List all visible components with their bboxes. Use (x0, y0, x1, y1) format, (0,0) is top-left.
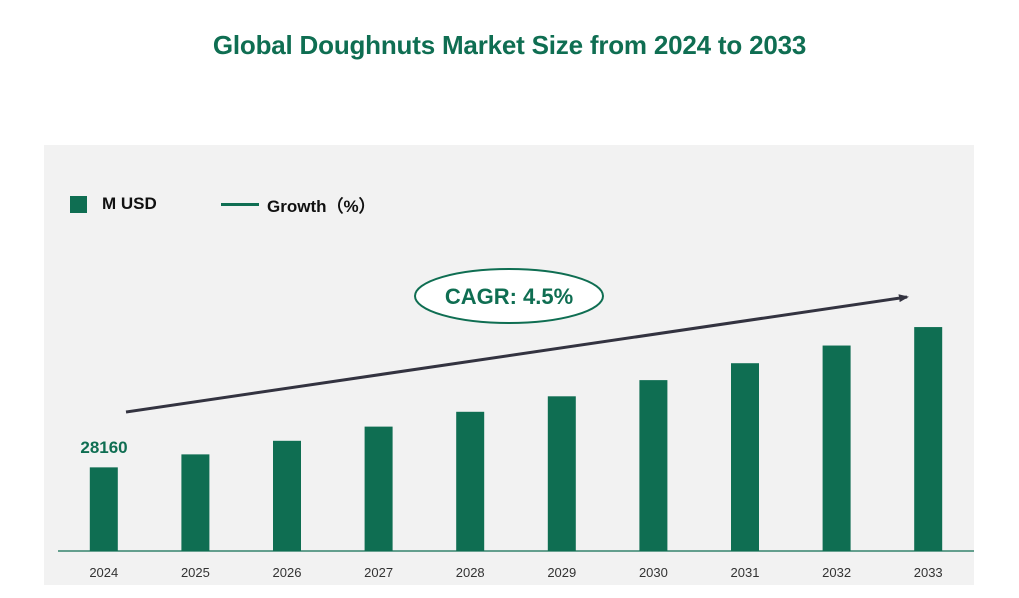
x-tick-2031: 2031 (731, 565, 760, 580)
legend-item-m-usd: M USD (70, 192, 157, 216)
x-tick-2024: 2024 (89, 565, 118, 580)
x-tick-2027: 2027 (364, 565, 393, 580)
x-tick-2032: 2032 (822, 565, 851, 580)
legend-label-m-usd: M USD (102, 194, 157, 213)
cagr-ellipse (414, 268, 604, 324)
legend-bar-swatch (70, 195, 87, 213)
x-tick-2030: 2030 (639, 565, 668, 580)
bar-2029 (547, 396, 576, 551)
bar-2025 (181, 454, 210, 551)
x-tick-2028: 2028 (456, 565, 485, 580)
bar-2033 (914, 327, 943, 551)
bar-2031 (731, 363, 759, 551)
legend-item-growth: Growth（%） (221, 192, 376, 216)
bar-2026 (273, 440, 301, 551)
trend-arrow (125, 294, 909, 414)
bar-2024 (89, 467, 118, 551)
x-axis-ticks: 2024 2025 2026 2027 2028 2029 2030 2031 2032 2033 (89, 565, 942, 580)
bars-group (89, 327, 943, 551)
bar-2027 (364, 426, 393, 551)
cagr-annotation: CAGR: 4.5% (445, 284, 573, 309)
bar-2030 (639, 380, 668, 551)
bar-2028 (456, 411, 485, 551)
x-tick-2025: 2025 (181, 565, 210, 580)
x-tick-2026: 2026 (273, 565, 302, 580)
chart-title: Global Doughnuts Market Size from 2024 t… (212, 30, 807, 60)
x-tick-2033: 2033 (914, 565, 943, 580)
data-label-2024: 28160 (80, 438, 127, 457)
x-tick-2029: 2029 (547, 565, 576, 580)
legend-label-growth: Growth（%） (267, 196, 376, 216)
bar-2032 (822, 345, 851, 551)
legend-line-swatch (221, 202, 259, 206)
